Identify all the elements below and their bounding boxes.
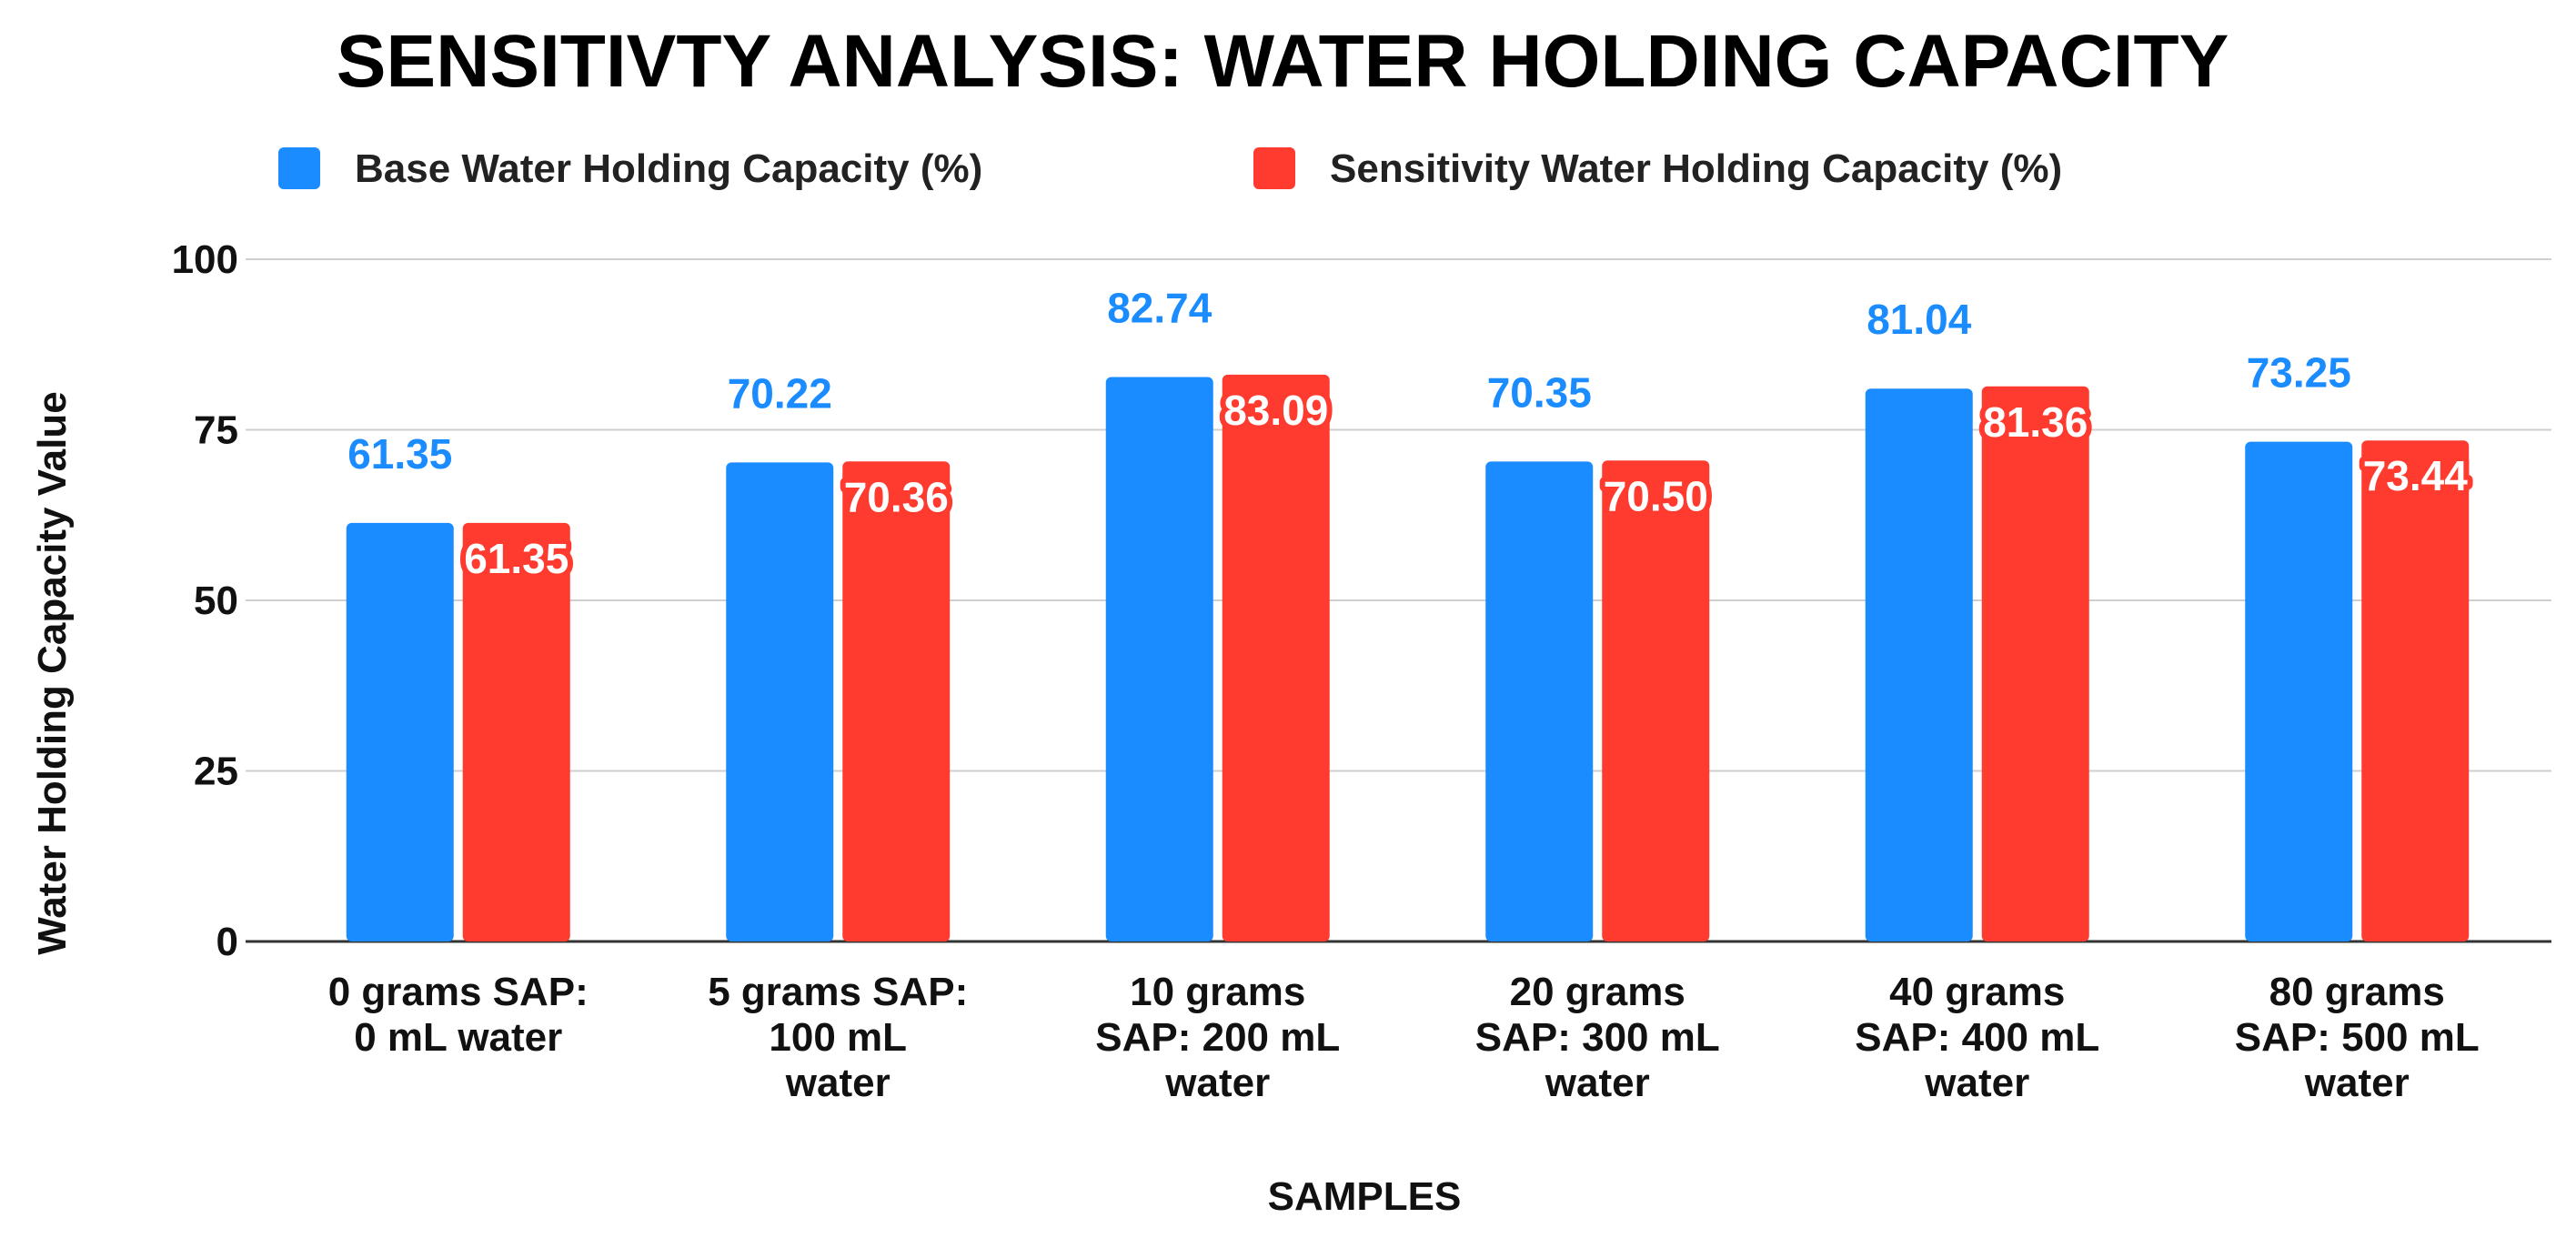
y-tick-label: 75: [194, 408, 238, 453]
legend-label-base: Base Water Holding Capacity (%): [355, 146, 982, 191]
y-tick-label: 100: [172, 237, 238, 282]
category-label: water: [785, 1061, 891, 1105]
bars: [346, 374, 2470, 942]
category-label: 0 grams SAP:: [328, 970, 589, 1014]
category-label: 100 mL: [769, 1015, 907, 1060]
category-label: 80 grams: [2269, 970, 2445, 1014]
x-axis-categories: 0 grams SAP:0 mL water 5 grams SAP:100 mL…: [328, 970, 2480, 1105]
chart-title: SENSITIVTY ANALYSIS: WATER HOLDING CAPAC…: [337, 20, 2229, 103]
category-label: water: [1545, 1061, 1650, 1105]
y-tick-label: 25: [194, 750, 238, 794]
bar-sensitivity: [842, 461, 951, 941]
bar-sensitivity: [462, 522, 570, 941]
data-label-base: 81.04: [1867, 296, 1972, 343]
category-label: SAP: 300 mL: [1475, 1015, 1720, 1060]
legend-label-sensitivity: Sensitivity Water Holding Capacity (%): [1330, 146, 2062, 191]
category-label: 10 grams: [1130, 970, 1305, 1014]
bar-base: [346, 522, 454, 941]
data-label-base: 82.74: [1107, 284, 1213, 331]
bar-sensitivity: [1981, 386, 2089, 941]
x-axis-title: SAMPLES: [1268, 1174, 1462, 1219]
category-label: water: [1924, 1061, 2029, 1105]
category-label: SAP: 200 mL: [1095, 1015, 1340, 1060]
bar-base: [1865, 388, 1973, 941]
legend: Base Water Holding Capacity (%) Sensitiv…: [278, 146, 2062, 191]
bar-sensitivity: [1222, 374, 1330, 941]
data-label-base: 70.35: [1487, 368, 1592, 416]
category-label: SAP: 500 mL: [2235, 1015, 2480, 1060]
gridlines: [246, 258, 2551, 943]
bar-sensitivity: [2361, 440, 2470, 941]
bar-base: [1485, 461, 1594, 941]
data-label-sensitivity: 61.35: [464, 535, 569, 582]
data-label-sensitivity: 70.50: [1604, 472, 1708, 519]
data-label-sensitivity: 81.36: [1983, 398, 2088, 446]
data-label-sensitivity: 70.36: [844, 473, 949, 520]
category-label: 5 grams SAP:: [708, 970, 968, 1014]
y-axis-title: Water Holding Capacity Value: [30, 391, 75, 954]
y-axis-ticks: 0 25 50 75 100: [172, 237, 238, 964]
data-label-base: 61.35: [347, 430, 452, 478]
data-label-base: 73.25: [2247, 349, 2351, 397]
bar-sensitivity: [1602, 460, 1710, 941]
category-label: water: [1164, 1061, 1270, 1105]
bar-base: [2245, 441, 2353, 941]
category-label: water: [2304, 1061, 2410, 1105]
category-label: 40 grams: [1889, 970, 2065, 1014]
data-label-sensitivity: 83.09: [1223, 387, 1328, 434]
bar-base: [726, 462, 834, 942]
category-label: 20 grams: [1510, 970, 1685, 1014]
data-label-base: 70.22: [728, 369, 832, 417]
legend-swatch-sensitivity: [1253, 147, 1295, 189]
y-tick-label: 50: [194, 579, 238, 623]
bar-base: [1105, 377, 1213, 941]
data-label-sensitivity: 73.44: [2363, 452, 2469, 499]
category-label: SAP: 400 mL: [1855, 1015, 2099, 1060]
category-label: 0 mL water: [354, 1015, 562, 1060]
y-tick-label: 0: [216, 920, 238, 964]
data-labels: 61.35 61.35 70.22 70.36 82.74 83.09 70.35 70.50…: [347, 284, 2473, 587]
legend-swatch-base: [278, 147, 320, 189]
